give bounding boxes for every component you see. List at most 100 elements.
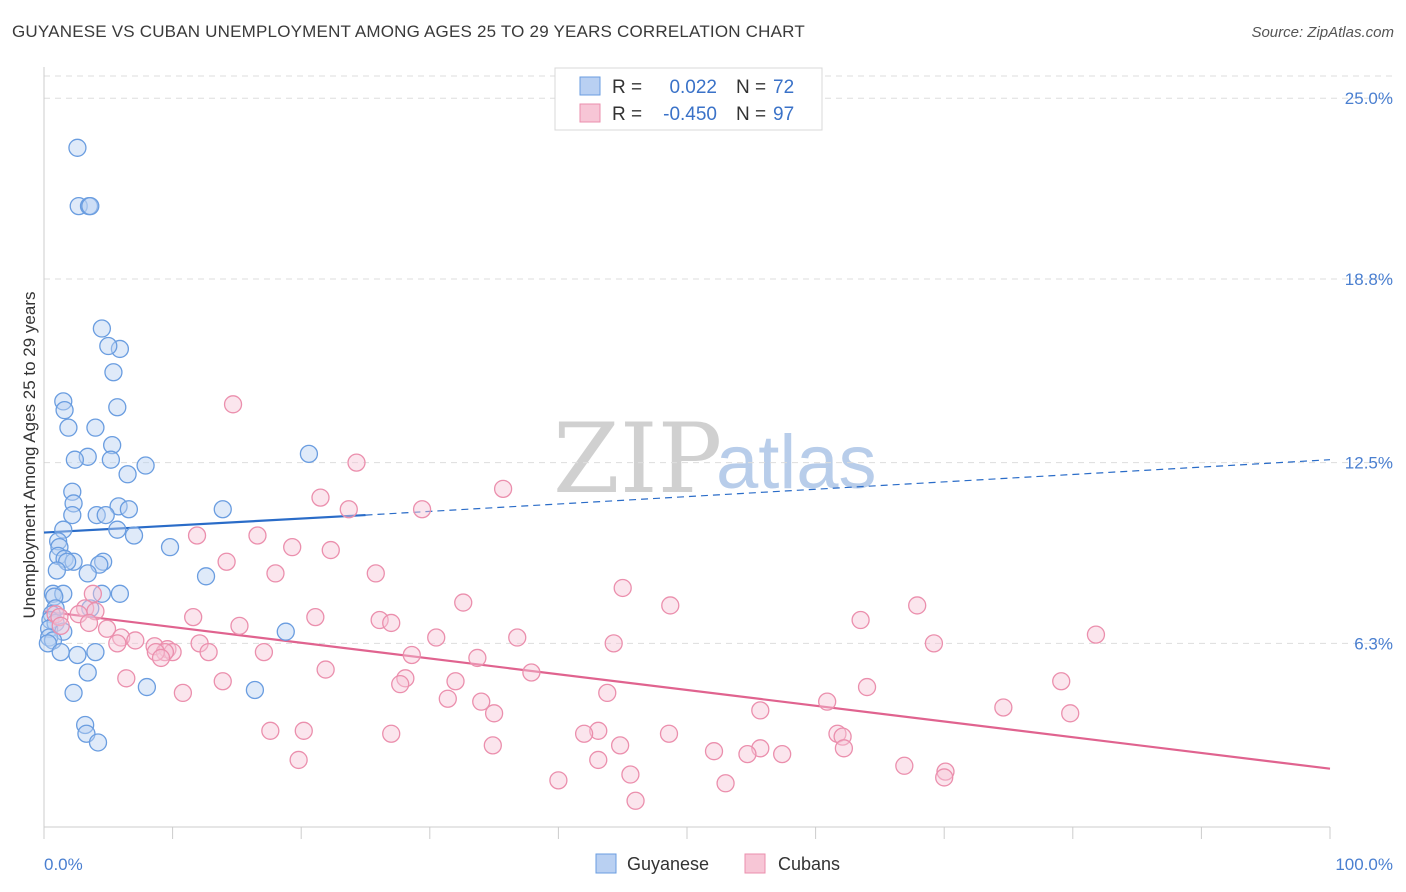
point-cubans: [146, 642, 166, 662]
point-cubans: [994, 698, 1013, 717]
y-tick-label: 12.5%: [1345, 454, 1393, 473]
point-cubans: [549, 771, 568, 790]
point-guyanese: [101, 450, 121, 469]
point-cubans: [217, 552, 236, 571]
y-axis-label: Unemployment Among Ages 25 to 29 years: [20, 292, 39, 619]
point-cubans: [97, 619, 117, 638]
point-cubans: [366, 564, 385, 583]
point-cubans: [857, 677, 877, 697]
legend-swatch-guyanese: [579, 76, 601, 96]
point-guyanese: [245, 680, 265, 700]
point-cubans: [1052, 672, 1071, 691]
point-cubans: [589, 750, 608, 770]
point-guyanese: [124, 526, 144, 545]
point-cubans: [589, 721, 608, 740]
point-cubans: [261, 721, 280, 740]
point-cubans: [396, 669, 415, 688]
point-cubans: [412, 500, 432, 519]
point-cubans: [254, 642, 274, 662]
point-cubans: [51, 616, 70, 636]
trend-line-guyanese-extension: [365, 459, 1331, 516]
grid-lines: [44, 75, 1393, 644]
point-guyanese: [160, 538, 180, 557]
point-cubans: [248, 526, 267, 545]
point-guyanese: [64, 683, 83, 703]
point-cubans: [283, 538, 302, 557]
point-cubans: [230, 616, 249, 636]
axes: [43, 67, 1331, 839]
point-guyanese: [137, 677, 157, 697]
point-guyanese: [64, 552, 83, 571]
point-cubans: [484, 704, 504, 723]
point-cubans: [936, 762, 955, 781]
point-cubans: [935, 768, 954, 787]
point-cubans: [184, 607, 203, 627]
point-cubans: [626, 791, 645, 810]
point-cubans: [454, 593, 473, 612]
point-guyanese: [59, 418, 78, 437]
point-cubans: [508, 628, 527, 647]
y-tick-label: 18.8%: [1345, 270, 1393, 289]
point-cubans: [151, 648, 171, 668]
point-guyanese: [81, 599, 100, 618]
point-cubans: [522, 663, 541, 682]
bottom-legend-swatch-cubans: [744, 853, 766, 874]
point-guyanese: [78, 663, 97, 682]
x-tick-label-min: 0.0%: [44, 855, 83, 874]
point-guyanese: [119, 500, 139, 519]
bottom-legend-swatch-guyanese: [595, 853, 617, 874]
point-guyanese: [118, 465, 137, 484]
point-cubans: [294, 721, 313, 740]
trend-line-cubans: [43, 610, 1331, 770]
y-tick-label: 25.0%: [1345, 89, 1393, 108]
y-tick-labels: 6.3% 12.5% 18.8% 25.0%: [1345, 89, 1393, 653]
legend-n-value-cubans: 97: [773, 104, 794, 125]
point-guyanese: [88, 733, 108, 752]
point-guyanese: [63, 505, 82, 525]
point-cubans: [468, 648, 487, 668]
point-cubans: [316, 660, 335, 679]
point-cubans: [851, 610, 870, 630]
point-guyanese: [86, 418, 105, 437]
point-cubans: [117, 669, 136, 688]
point-cubans: [834, 739, 854, 758]
point-guyanese: [38, 634, 58, 653]
point-cubans: [370, 610, 389, 630]
series-cubans: [46, 395, 1106, 810]
point-guyanese: [54, 520, 73, 539]
point-guyanese: [55, 400, 74, 420]
point-cubans: [1061, 704, 1080, 723]
point-guyanese: [110, 339, 130, 359]
point-guyanese: [103, 435, 122, 455]
point-cubans: [382, 724, 401, 743]
point-cubans: [79, 613, 99, 633]
point-cubans: [924, 634, 944, 653]
y-tick-label: 6.3%: [1354, 634, 1393, 653]
legend-n-value-guyanese: 72: [773, 77, 794, 98]
watermark: ZIP atlas: [553, 403, 877, 515]
point-guyanese: [108, 520, 127, 539]
series-legend: Guyanese Cubans: [595, 853, 840, 874]
point-guyanese: [47, 561, 67, 580]
point-cubans: [289, 750, 308, 770]
bottom-legend-label-guyanese: Guyanese: [627, 854, 709, 874]
chart-source: Source: ZipAtlas.com: [1251, 24, 1394, 41]
bottom-legend-label-cubans: Cubans: [778, 854, 840, 874]
point-guyanese: [48, 532, 68, 551]
point-cubans: [446, 672, 465, 691]
point-cubans: [199, 642, 218, 662]
point-cubans: [83, 584, 103, 603]
point-cubans: [321, 540, 340, 560]
point-guyanese: [213, 500, 232, 519]
point-cubans: [266, 564, 285, 583]
chart-title: GUYANESE VS CUBAN UNEMPLOYMENT AMONG AGE…: [12, 22, 805, 41]
point-cubans: [472, 692, 491, 711]
point-cubans: [438, 689, 457, 708]
point-guyanese: [196, 567, 216, 586]
point-guyanese: [110, 584, 130, 603]
point-cubans: [339, 500, 358, 519]
legend-n-label-cubans: N =: [736, 104, 766, 125]
point-cubans: [306, 607, 325, 627]
point-cubans: [382, 613, 401, 633]
point-cubans: [427, 628, 446, 647]
